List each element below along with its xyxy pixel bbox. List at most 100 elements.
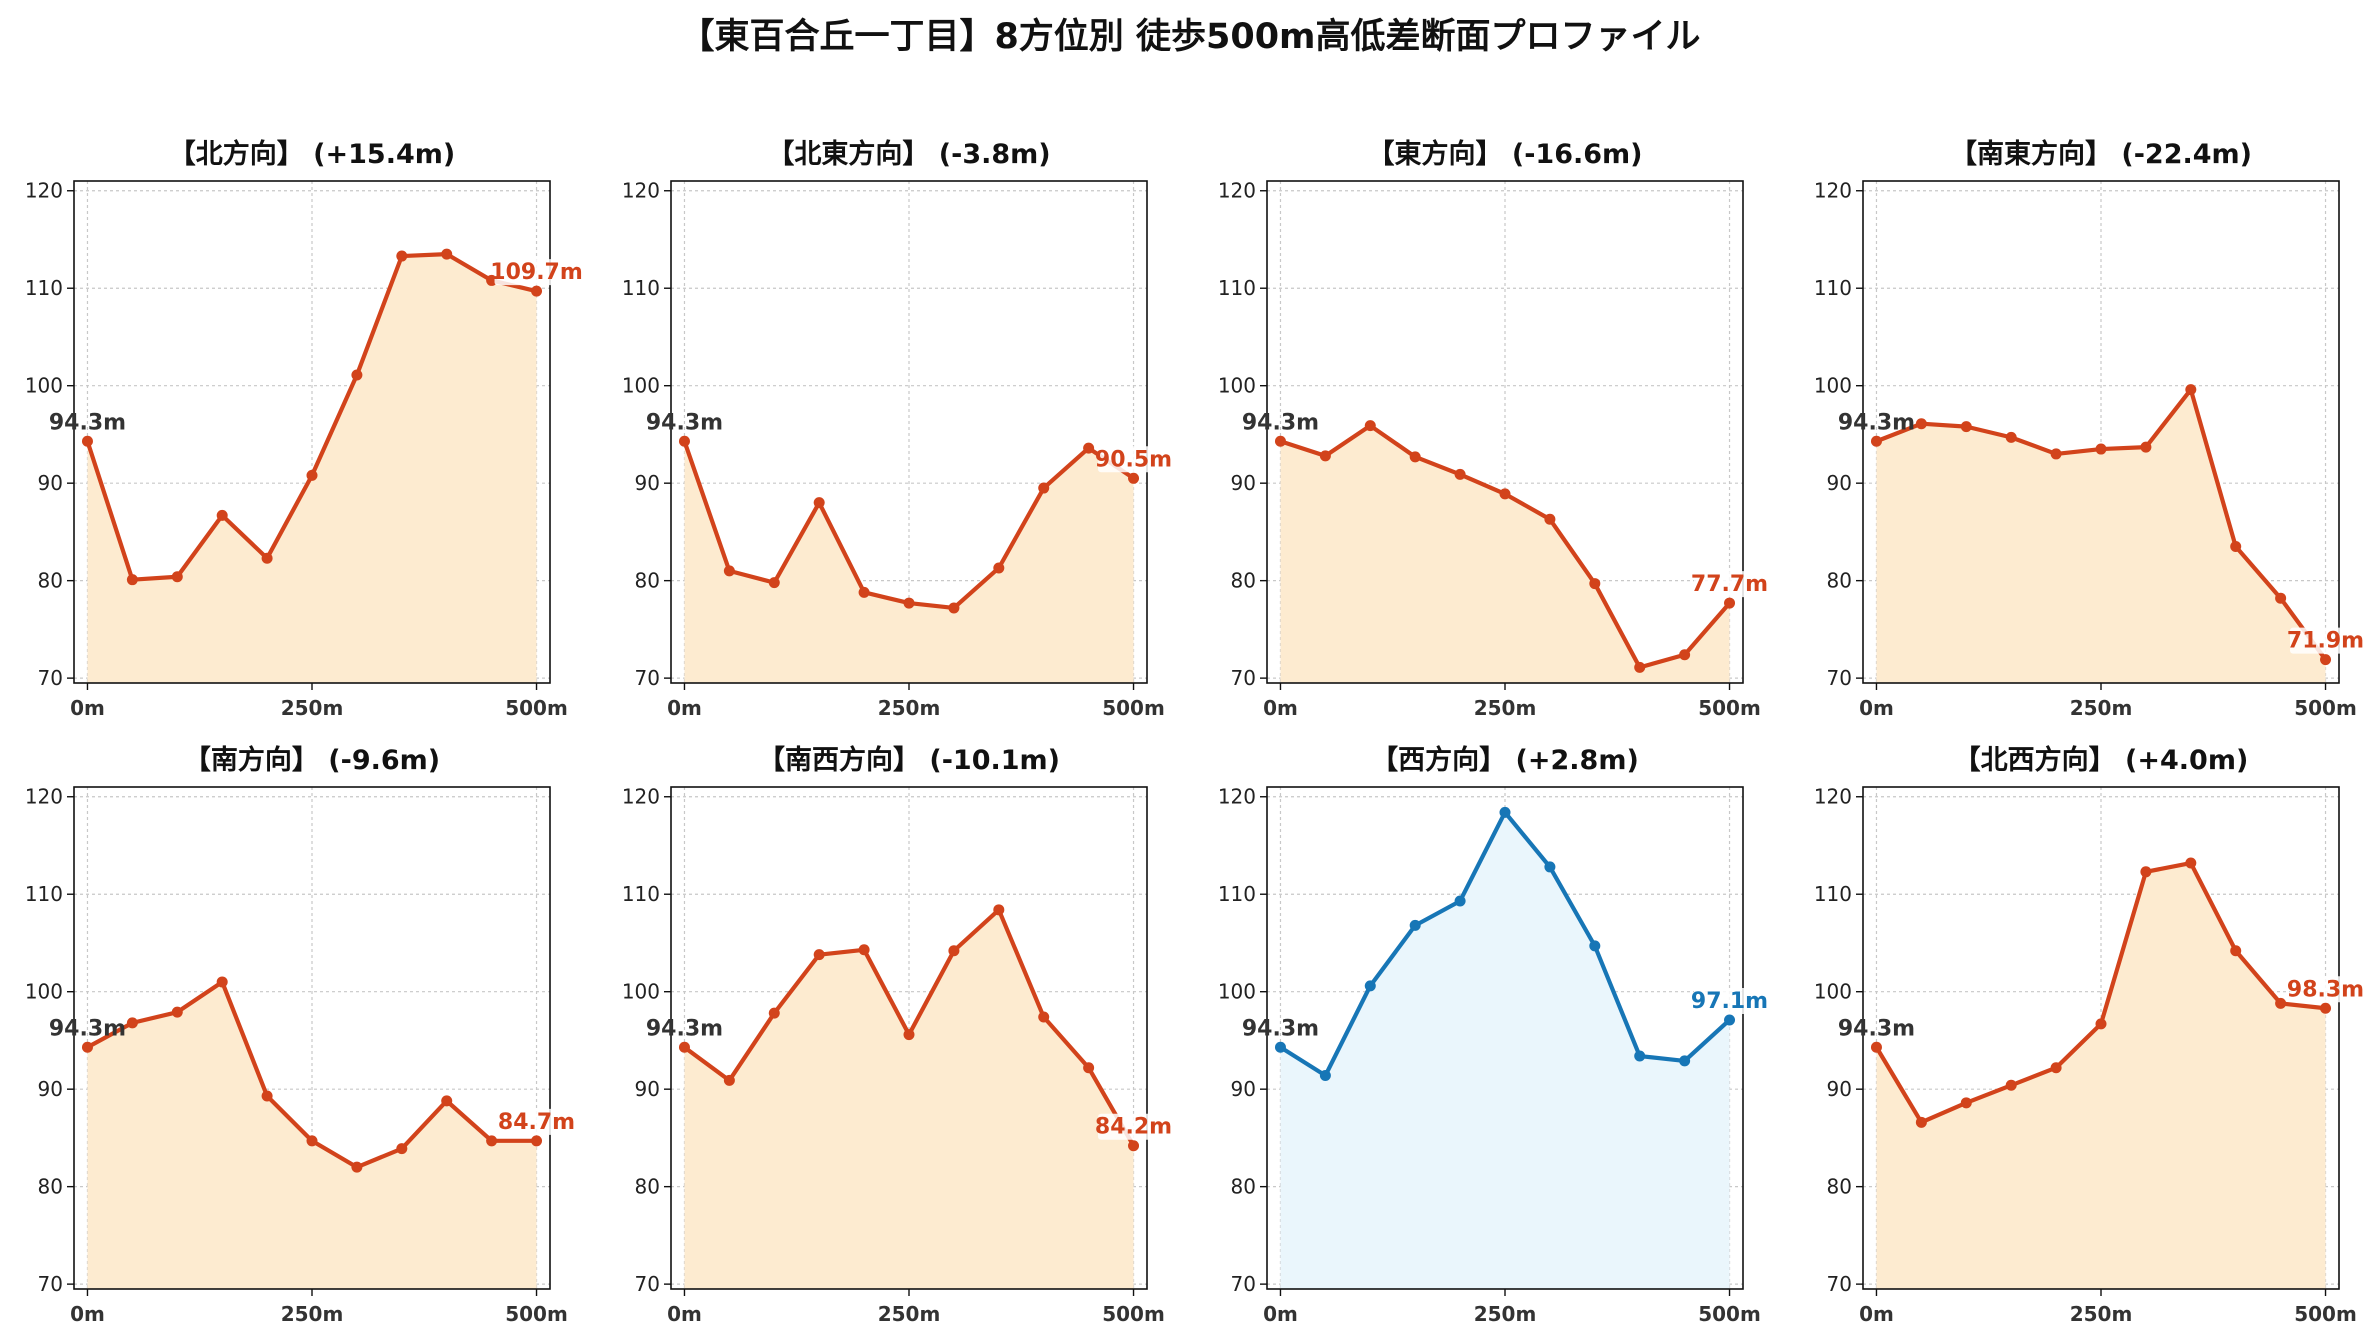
y-tick-label: 100: [1218, 374, 1256, 398]
start-label: 94.3m: [646, 1016, 723, 1041]
data-point: [993, 562, 1005, 574]
y-tick-label: 120: [622, 179, 660, 203]
data-point: [261, 1090, 273, 1102]
data-point: [2095, 1018, 2107, 1030]
y-tick-label: 80: [1827, 569, 1852, 593]
y-tick-label: 120: [1814, 179, 1852, 203]
panel-2: 【東方向】 (-16.6m) 70 80 90 100 110 120 0m 250m 500m 9…: [1218, 138, 1768, 720]
data-point: [1128, 472, 1140, 484]
y-tick-label: 80: [38, 569, 63, 593]
y-tick-label: 110: [25, 882, 63, 906]
data-point: [1544, 513, 1556, 525]
data-point: [126, 1017, 138, 1029]
data-point: [1274, 1041, 1286, 1053]
data-point: [531, 1135, 543, 1147]
data-point: [2005, 431, 2017, 443]
data-point: [1915, 418, 1927, 430]
x-tick-label: 250m: [878, 1302, 941, 1326]
x-tick-label: 0m: [1263, 696, 1298, 720]
x-tick-label: 0m: [1263, 1302, 1298, 1326]
area-fill: [684, 441, 1134, 683]
panel-4: 【南方向】 (-9.6m) 70 80 90 100 110 120 0m 250m 500m 94…: [25, 744, 575, 1326]
end-label: 97.1m: [1691, 989, 1768, 1014]
y-tick-label: 120: [1218, 785, 1256, 809]
data-point: [678, 1041, 690, 1053]
data-point: [2230, 945, 2242, 957]
y-tick-label: 100: [1814, 980, 1852, 1004]
start-label: 94.3m: [49, 1016, 126, 1041]
y-tick-label: 70: [1827, 666, 1852, 690]
data-point: [858, 944, 870, 956]
start-label: 94.3m: [646, 410, 723, 435]
data-point: [2320, 1002, 2332, 1014]
data-point: [1409, 919, 1421, 931]
data-point: [1083, 442, 1095, 454]
panel-1: 【北東方向】 (-3.8m) 70 80 90 100 110 120 0m 250m 500m 9…: [622, 138, 1172, 720]
end-label-bg: [2290, 627, 2362, 654]
x-tick-label: 250m: [1474, 1302, 1537, 1326]
x-tick-label: 500m: [1698, 1302, 1761, 1326]
x-tick-label: 500m: [1698, 696, 1761, 720]
data-point: [1454, 468, 1466, 480]
data-point: [1915, 1116, 1927, 1128]
data-point: [2320, 654, 2332, 666]
y-tick-label: 110: [1814, 276, 1852, 300]
panel-title: 【南東方向】 (-22.4m): [1950, 138, 2252, 170]
data-point: [396, 250, 408, 262]
data-point: [2140, 866, 2152, 878]
figure-title: 【東百合丘一丁目】8方位別 徒歩500m高低差断面プロファイル: [679, 17, 1701, 57]
x-tick-label: 250m: [2070, 1302, 2133, 1326]
data-point: [306, 469, 318, 481]
data-point: [486, 1135, 498, 1147]
x-tick-label: 0m: [667, 696, 702, 720]
y-tick-label: 120: [1814, 785, 1852, 809]
x-tick-label: 500m: [2294, 696, 2357, 720]
x-tick-label: 0m: [1859, 1302, 1894, 1326]
area-fill: [1876, 389, 2326, 683]
x-tick-label: 250m: [281, 696, 344, 720]
data-point: [1083, 1062, 1095, 1074]
y-tick-label: 70: [1231, 666, 1256, 690]
y-tick-label: 90: [635, 471, 660, 495]
panel-title: 【北方向】 (+15.4m): [169, 138, 455, 170]
data-point: [1960, 1097, 1972, 1109]
y-tick-label: 90: [1827, 1077, 1852, 1101]
data-point: [171, 1006, 183, 1018]
end-label: 84.7m: [498, 1110, 575, 1135]
data-point: [813, 497, 825, 509]
y-tick-label: 90: [38, 471, 63, 495]
data-point: [2140, 441, 2152, 453]
x-tick-label: 250m: [1474, 696, 1537, 720]
y-tick-label: 100: [622, 374, 660, 398]
y-tick-label: 70: [635, 666, 660, 690]
x-tick-label: 500m: [1102, 1302, 1165, 1326]
y-tick-label: 80: [635, 569, 660, 593]
data-point: [1634, 1050, 1646, 1062]
y-tick-label: 90: [1231, 471, 1256, 495]
data-point: [1364, 980, 1376, 992]
data-point: [903, 1029, 915, 1041]
start-label: 94.3m: [1242, 1016, 1319, 1041]
y-tick-label: 70: [38, 666, 63, 690]
data-point: [903, 597, 915, 609]
area-fill: [87, 254, 537, 683]
data-point: [1589, 578, 1601, 590]
y-tick-label: 120: [25, 785, 63, 809]
y-tick-label: 90: [1827, 471, 1852, 495]
end-label: 98.3m: [2287, 977, 2364, 1002]
end-label-bg: [1694, 571, 1766, 598]
y-tick-label: 90: [38, 1077, 63, 1101]
data-point: [171, 571, 183, 583]
panel-title: 【南西方向】 (-10.1m): [758, 744, 1060, 776]
data-point: [2185, 857, 2197, 869]
x-tick-label: 250m: [878, 696, 941, 720]
data-point: [441, 248, 453, 260]
data-point: [2185, 384, 2197, 396]
data-point: [1679, 1055, 1691, 1067]
data-point: [948, 602, 960, 614]
y-tick-label: 90: [635, 1077, 660, 1101]
data-point: [723, 1074, 735, 1086]
y-tick-label: 100: [25, 980, 63, 1004]
data-point: [1319, 450, 1331, 462]
data-point: [351, 1161, 363, 1173]
